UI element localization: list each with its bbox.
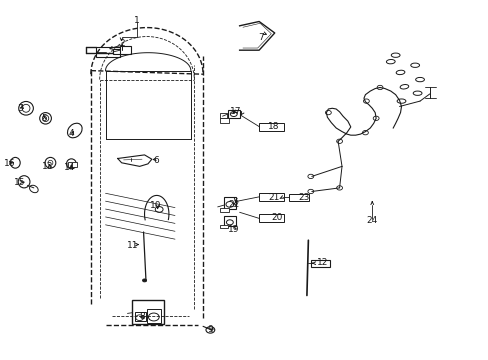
Text: 23: 23: [298, 193, 309, 202]
Bar: [220, 118, 228, 123]
Text: 14: 14: [64, 163, 76, 172]
Text: 15: 15: [15, 178, 26, 187]
Text: 22: 22: [228, 200, 239, 209]
Bar: [68, 162, 77, 167]
Circle shape: [372, 116, 378, 121]
Bar: [259, 193, 283, 201]
Circle shape: [142, 279, 146, 282]
Text: 17: 17: [229, 107, 241, 116]
Text: 5: 5: [41, 114, 47, 123]
Bar: [135, 312, 146, 321]
Bar: [96, 46, 120, 57]
Text: 21: 21: [267, 193, 279, 202]
Text: 7: 7: [258, 33, 264, 42]
Circle shape: [362, 131, 367, 135]
Text: 13: 13: [42, 162, 54, 171]
Bar: [220, 113, 227, 118]
Text: 10: 10: [150, 201, 161, 210]
Text: 4: 4: [68, 129, 74, 138]
Text: 16: 16: [4, 159, 15, 168]
Text: 19: 19: [227, 225, 239, 234]
Bar: [220, 225, 227, 228]
Circle shape: [376, 85, 382, 90]
Bar: [289, 194, 308, 201]
Text: 1: 1: [134, 16, 140, 25]
Text: 8: 8: [139, 312, 144, 321]
Bar: [132, 300, 163, 324]
Bar: [220, 208, 228, 212]
Circle shape: [325, 111, 330, 115]
Circle shape: [336, 139, 342, 143]
Text: 9: 9: [207, 325, 213, 334]
Text: 12: 12: [316, 258, 327, 267]
Bar: [227, 110, 239, 118]
Bar: [113, 49, 122, 54]
Bar: [310, 260, 330, 267]
Circle shape: [363, 99, 368, 103]
Text: 6: 6: [154, 156, 159, 165]
Bar: [120, 46, 131, 54]
Text: 24: 24: [366, 216, 377, 225]
Text: 3: 3: [17, 104, 23, 113]
Text: 11: 11: [126, 241, 138, 250]
Bar: [147, 309, 160, 323]
Bar: [224, 197, 235, 210]
Bar: [259, 215, 283, 222]
Bar: [224, 216, 235, 226]
Text: 2: 2: [120, 39, 125, 48]
Text: 20: 20: [271, 213, 282, 222]
Text: 18: 18: [267, 122, 279, 131]
Bar: [259, 123, 283, 131]
